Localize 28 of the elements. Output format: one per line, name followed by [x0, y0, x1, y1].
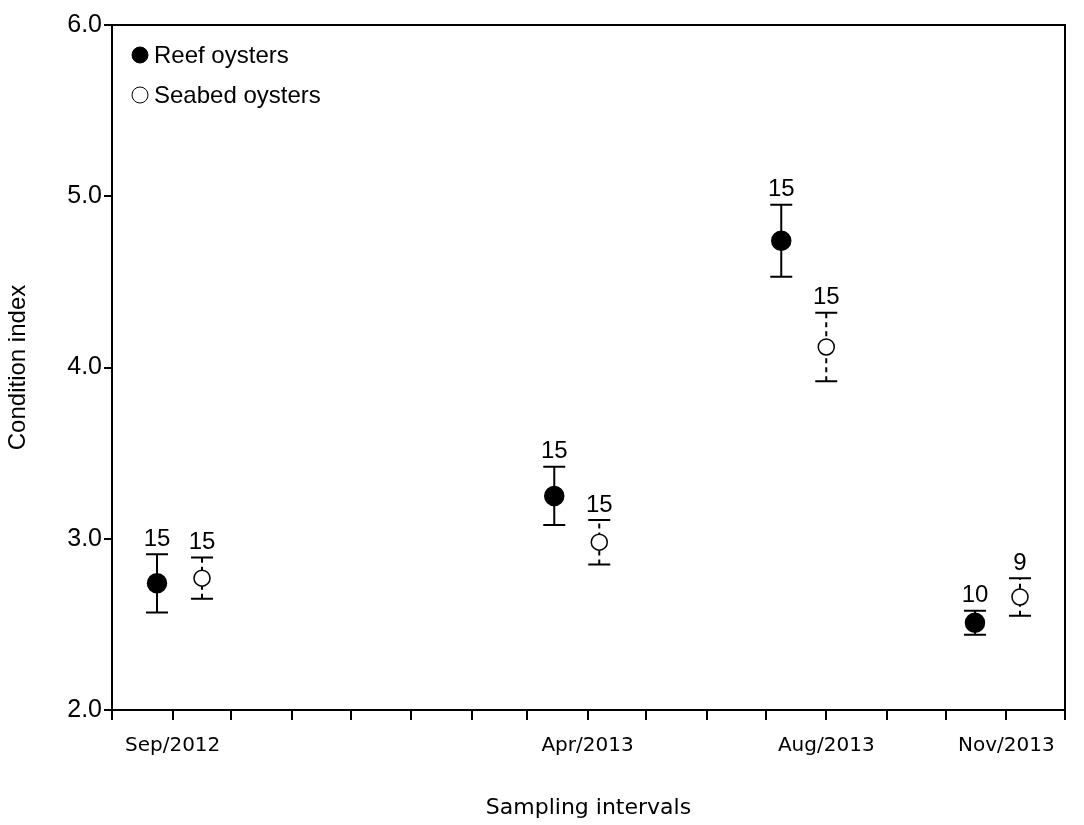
x-axis-title: Sampling intervals	[485, 793, 692, 819]
annotation: 15	[812, 282, 840, 310]
annotation: 15	[585, 489, 613, 517]
y-tick-label: 2.0	[67, 693, 102, 722]
y-tick-label: 6.0	[67, 8, 102, 37]
x-tick-label: Apr/2013	[541, 732, 634, 757]
y-tick-label: 4.0	[67, 351, 102, 380]
point	[590, 533, 609, 551]
annotation: 10	[961, 580, 989, 608]
annotation: 9	[1013, 547, 1027, 575]
x-tick-label: Aug/2013	[777, 732, 875, 757]
x-tick-label: Nov/2013	[957, 732, 1055, 757]
annotation: 15	[767, 174, 795, 202]
x-tick-label: Sep/2012	[124, 732, 221, 757]
y-tick-label: 5.0	[67, 180, 102, 209]
legend-label: Reef oysters	[154, 40, 289, 68]
point	[193, 569, 211, 587]
point	[146, 573, 168, 594]
legend-label: Seabed oysters	[154, 80, 321, 108]
point	[771, 230, 792, 252]
point	[544, 485, 565, 507]
y-axis-title: Condition index	[3, 284, 31, 451]
annotation: 15	[540, 436, 568, 464]
point	[1011, 588, 1029, 606]
annotation: 15	[188, 527, 216, 555]
y-tick-label: 3.0	[67, 522, 102, 551]
annotation: 15	[143, 523, 171, 551]
point	[817, 338, 836, 356]
